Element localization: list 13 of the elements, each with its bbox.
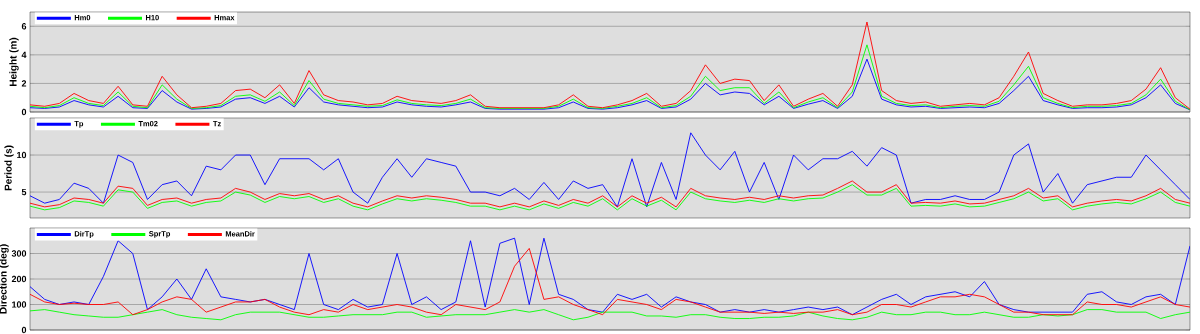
y-tick-label: 100 <box>12 301 27 308</box>
y-tick-label: 0 <box>21 108 27 116</box>
y-tick-label: 200 <box>11 275 27 283</box>
y-tick-label: 5 <box>21 188 27 196</box>
y-tick-label: 6 <box>21 23 27 30</box>
y-tick-label: 10 <box>17 151 27 159</box>
y-axis-title: Height (m) <box>9 37 19 86</box>
y-axis-title: Direction (deg) <box>0 244 9 314</box>
y-tick-label: 4 <box>21 51 27 58</box>
y-tick-label: 300 <box>11 250 27 257</box>
y-tick-label: 2 <box>21 80 27 87</box>
y-tick-label: 0 <box>21 326 27 334</box>
y-axis-title: Period (s) <box>4 145 14 191</box>
